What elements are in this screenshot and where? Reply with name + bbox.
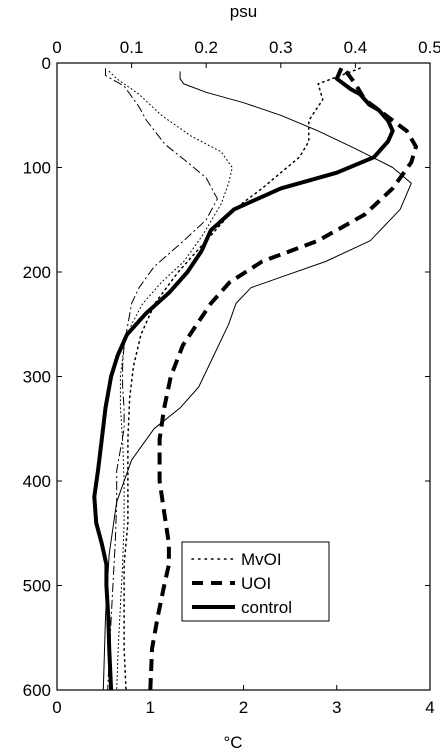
legend-label: control — [241, 598, 292, 617]
y-axis: 0 100 200 300 400 500 600 — [23, 54, 430, 700]
legend-label: UOI — [241, 574, 271, 593]
top-axis-psu: 0 0.1 0.2 0.3 0.4 0.5 — [52, 38, 440, 68]
y-tick-label: 0 — [42, 54, 51, 73]
y-tick-label: 300 — [23, 368, 51, 387]
legend-label: MvOI — [241, 550, 282, 569]
bottom-axis-label: °C — [223, 733, 242, 752]
top-tick-label: 0.2 — [194, 38, 218, 57]
top-tick-label: 0.4 — [344, 38, 368, 57]
bottom-tick-label: 1 — [146, 698, 155, 717]
top-axis-label: psu — [230, 2, 257, 21]
legend: MvOI UOI control — [181, 541, 330, 622]
bottom-tick-label: 2 — [239, 698, 248, 717]
series-line-psu-dash-dot — [105, 68, 218, 691]
series-line-control — [92, 67, 395, 691]
series-line-uoi — [148, 70, 418, 691]
legend-entries: MvOI UOI control — [191, 550, 292, 617]
y-tick-label: 600 — [23, 681, 51, 700]
series-layer — [92, 67, 418, 691]
series-line-psu-dotted — [108, 70, 233, 691]
series-line-psu-thin-solid — [102, 71, 412, 691]
y-tick-label: 400 — [23, 472, 51, 491]
bottom-tick-label: 3 — [332, 698, 341, 717]
top-tick-label: 0 — [52, 38, 61, 57]
top-tick-label: 0.1 — [120, 38, 144, 57]
y-tick-label: 100 — [23, 159, 51, 178]
bottom-tick-label: 4 — [425, 698, 434, 717]
bottom-axis-celsius: 0 1 2 3 4 — [52, 685, 435, 717]
top-tick-label: 0.3 — [269, 38, 293, 57]
y-tick-label: 500 — [23, 577, 51, 596]
bottom-tick-label: 0 — [52, 698, 61, 717]
top-tick-label: 0.5 — [418, 38, 440, 57]
y-tick-label: 200 — [23, 263, 51, 282]
series-line-mvoi — [123, 67, 361, 691]
